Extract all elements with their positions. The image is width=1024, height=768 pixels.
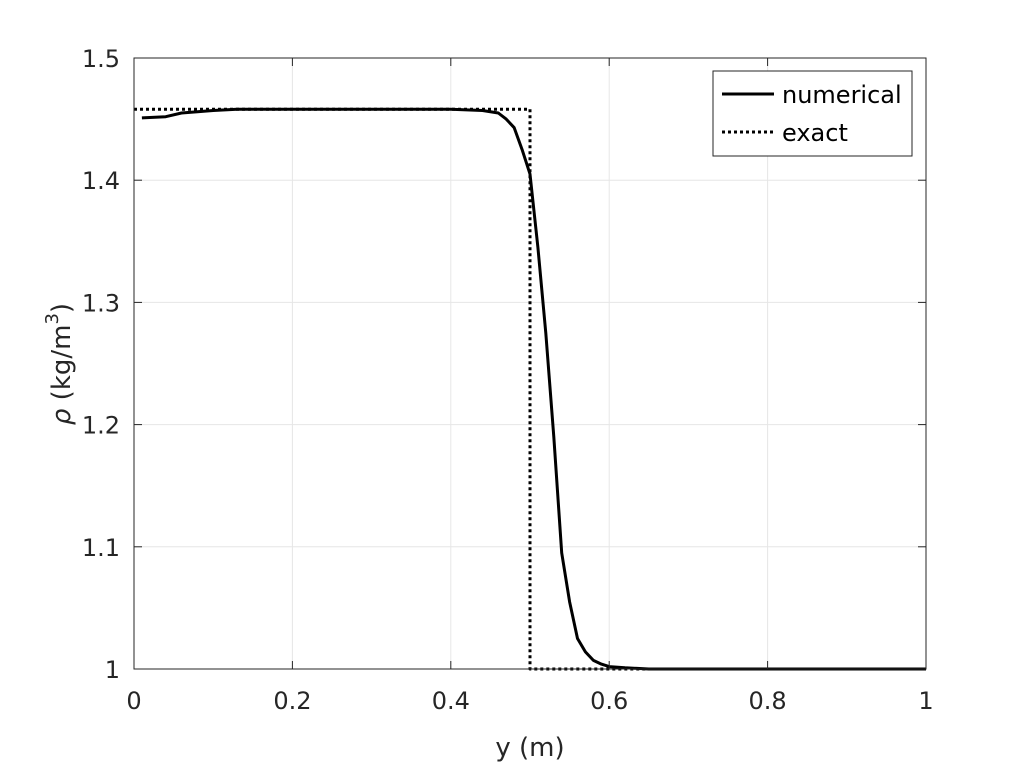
x-tick-label: 0 <box>126 687 141 715</box>
legend-label-numerical: numerical <box>782 81 902 109</box>
y-tick-label: 1.3 <box>82 289 120 317</box>
legend-box <box>712 70 913 157</box>
x-tick-label: 1 <box>918 687 933 715</box>
x-tick-label: 0.2 <box>273 687 311 715</box>
y-axis-label-unit-close: ) <box>47 303 77 313</box>
y-tick-label: 1.1 <box>82 534 120 562</box>
y-tick-label: 1.2 <box>82 412 120 440</box>
ticks: 0 0.2 0.4 0.6 0.8 1 1 1.1 1.2 1.3 1.4 1.5 <box>82 45 934 715</box>
y-axis-label-unit-open: (kg/m <box>47 325 77 409</box>
y-axis-label-superscript: 3 <box>42 313 63 324</box>
y-tick-label: 1 <box>105 656 120 684</box>
y-axis-label: ρ (kg/m3) <box>42 303 77 425</box>
x-tick-label: 0.8 <box>749 687 787 715</box>
x-tick-label: 0.6 <box>590 687 628 715</box>
legend-label-exact: exact <box>782 119 848 147</box>
y-tick-label: 1.5 <box>82 45 120 73</box>
y-axis-label-symbol: ρ <box>47 408 77 425</box>
y-tick-label: 1.4 <box>82 167 120 195</box>
legend: numerical exact <box>712 70 913 157</box>
x-axis-label: y (m) <box>495 733 564 763</box>
x-tick-label: 0.4 <box>432 687 470 715</box>
axes-box <box>133 57 927 670</box>
